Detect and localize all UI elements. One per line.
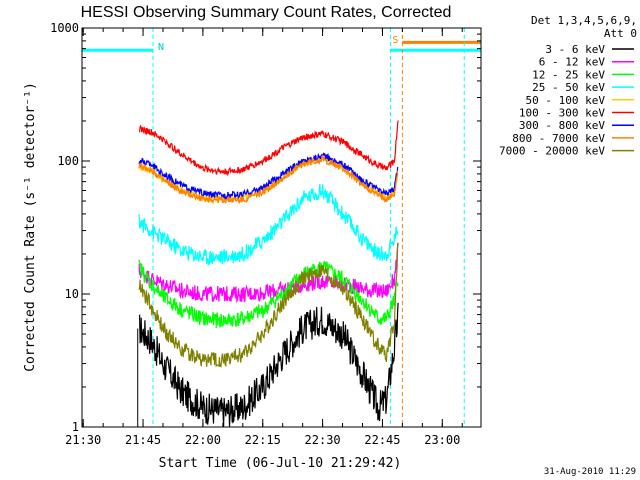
series-line — [138, 183, 399, 266]
series-line — [138, 153, 399, 205]
y-tick-label: 100 — [57, 154, 79, 168]
series-line — [139, 120, 399, 177]
night-label: N — [158, 42, 164, 53]
y-tick-label: 1 — [72, 420, 79, 434]
legend-entry-label: 800 - 7000 keV — [512, 132, 605, 145]
series-line — [138, 152, 399, 201]
legend-entry-label: 100 - 300 keV — [519, 107, 605, 120]
series-line — [138, 242, 399, 304]
series-line — [138, 302, 399, 427]
legend-entry-label: 25 - 50 keV — [532, 81, 605, 94]
y-axis-label: Corrected Count Rate (s⁻¹ detector⁻¹) — [23, 82, 38, 372]
legend-title-line-2: Att 0 — [604, 27, 637, 40]
y-tick-label: 1000 — [50, 21, 79, 35]
series-line — [138, 259, 399, 329]
legend-entry-label: 50 - 100 keV — [526, 94, 606, 107]
legend-entry-label: 7000 - 20000 keV — [499, 145, 605, 158]
x-tick-label: 23:00 — [424, 433, 460, 447]
legend-entry-label: 300 - 800 keV — [519, 119, 605, 132]
chart-title: HESSI Observing Summary Count Rates, Cor… — [81, 4, 452, 21]
legend-title-line-1: Det 1,3,4,5,6,9, — [531, 14, 637, 27]
x-axis-label: Start Time (06-Jul-10 21:29:42) — [159, 456, 402, 471]
legend-entry-label: 3 - 6 keV — [545, 43, 605, 56]
x-tick-label: 22:30 — [305, 433, 341, 447]
saa-label: S — [392, 35, 398, 46]
plot-border — [81, 27, 482, 428]
series-line — [138, 242, 399, 369]
legend-entry-label: 12 - 25 keV — [532, 68, 605, 81]
x-tick-label: 22:15 — [245, 433, 281, 447]
series-group — [138, 120, 399, 427]
legend-entry-label: 6 - 12 keV — [539, 56, 606, 69]
axes: 21:30 21:45 22:00 22:15 22:30 22:45 23:00 1 10 10… — [50, 21, 481, 447]
x-tick-label: 21:45 — [125, 433, 161, 447]
x-tick-label: 22:45 — [364, 433, 400, 447]
plot-frame — [81, 27, 482, 428]
x-tick-label: 21:30 — [65, 433, 101, 447]
y-tick-label: 10 — [65, 287, 79, 301]
footer-date: 31-Aug-2010 11:29 — [544, 467, 636, 477]
x-tick-label: 22:00 — [185, 433, 221, 447]
